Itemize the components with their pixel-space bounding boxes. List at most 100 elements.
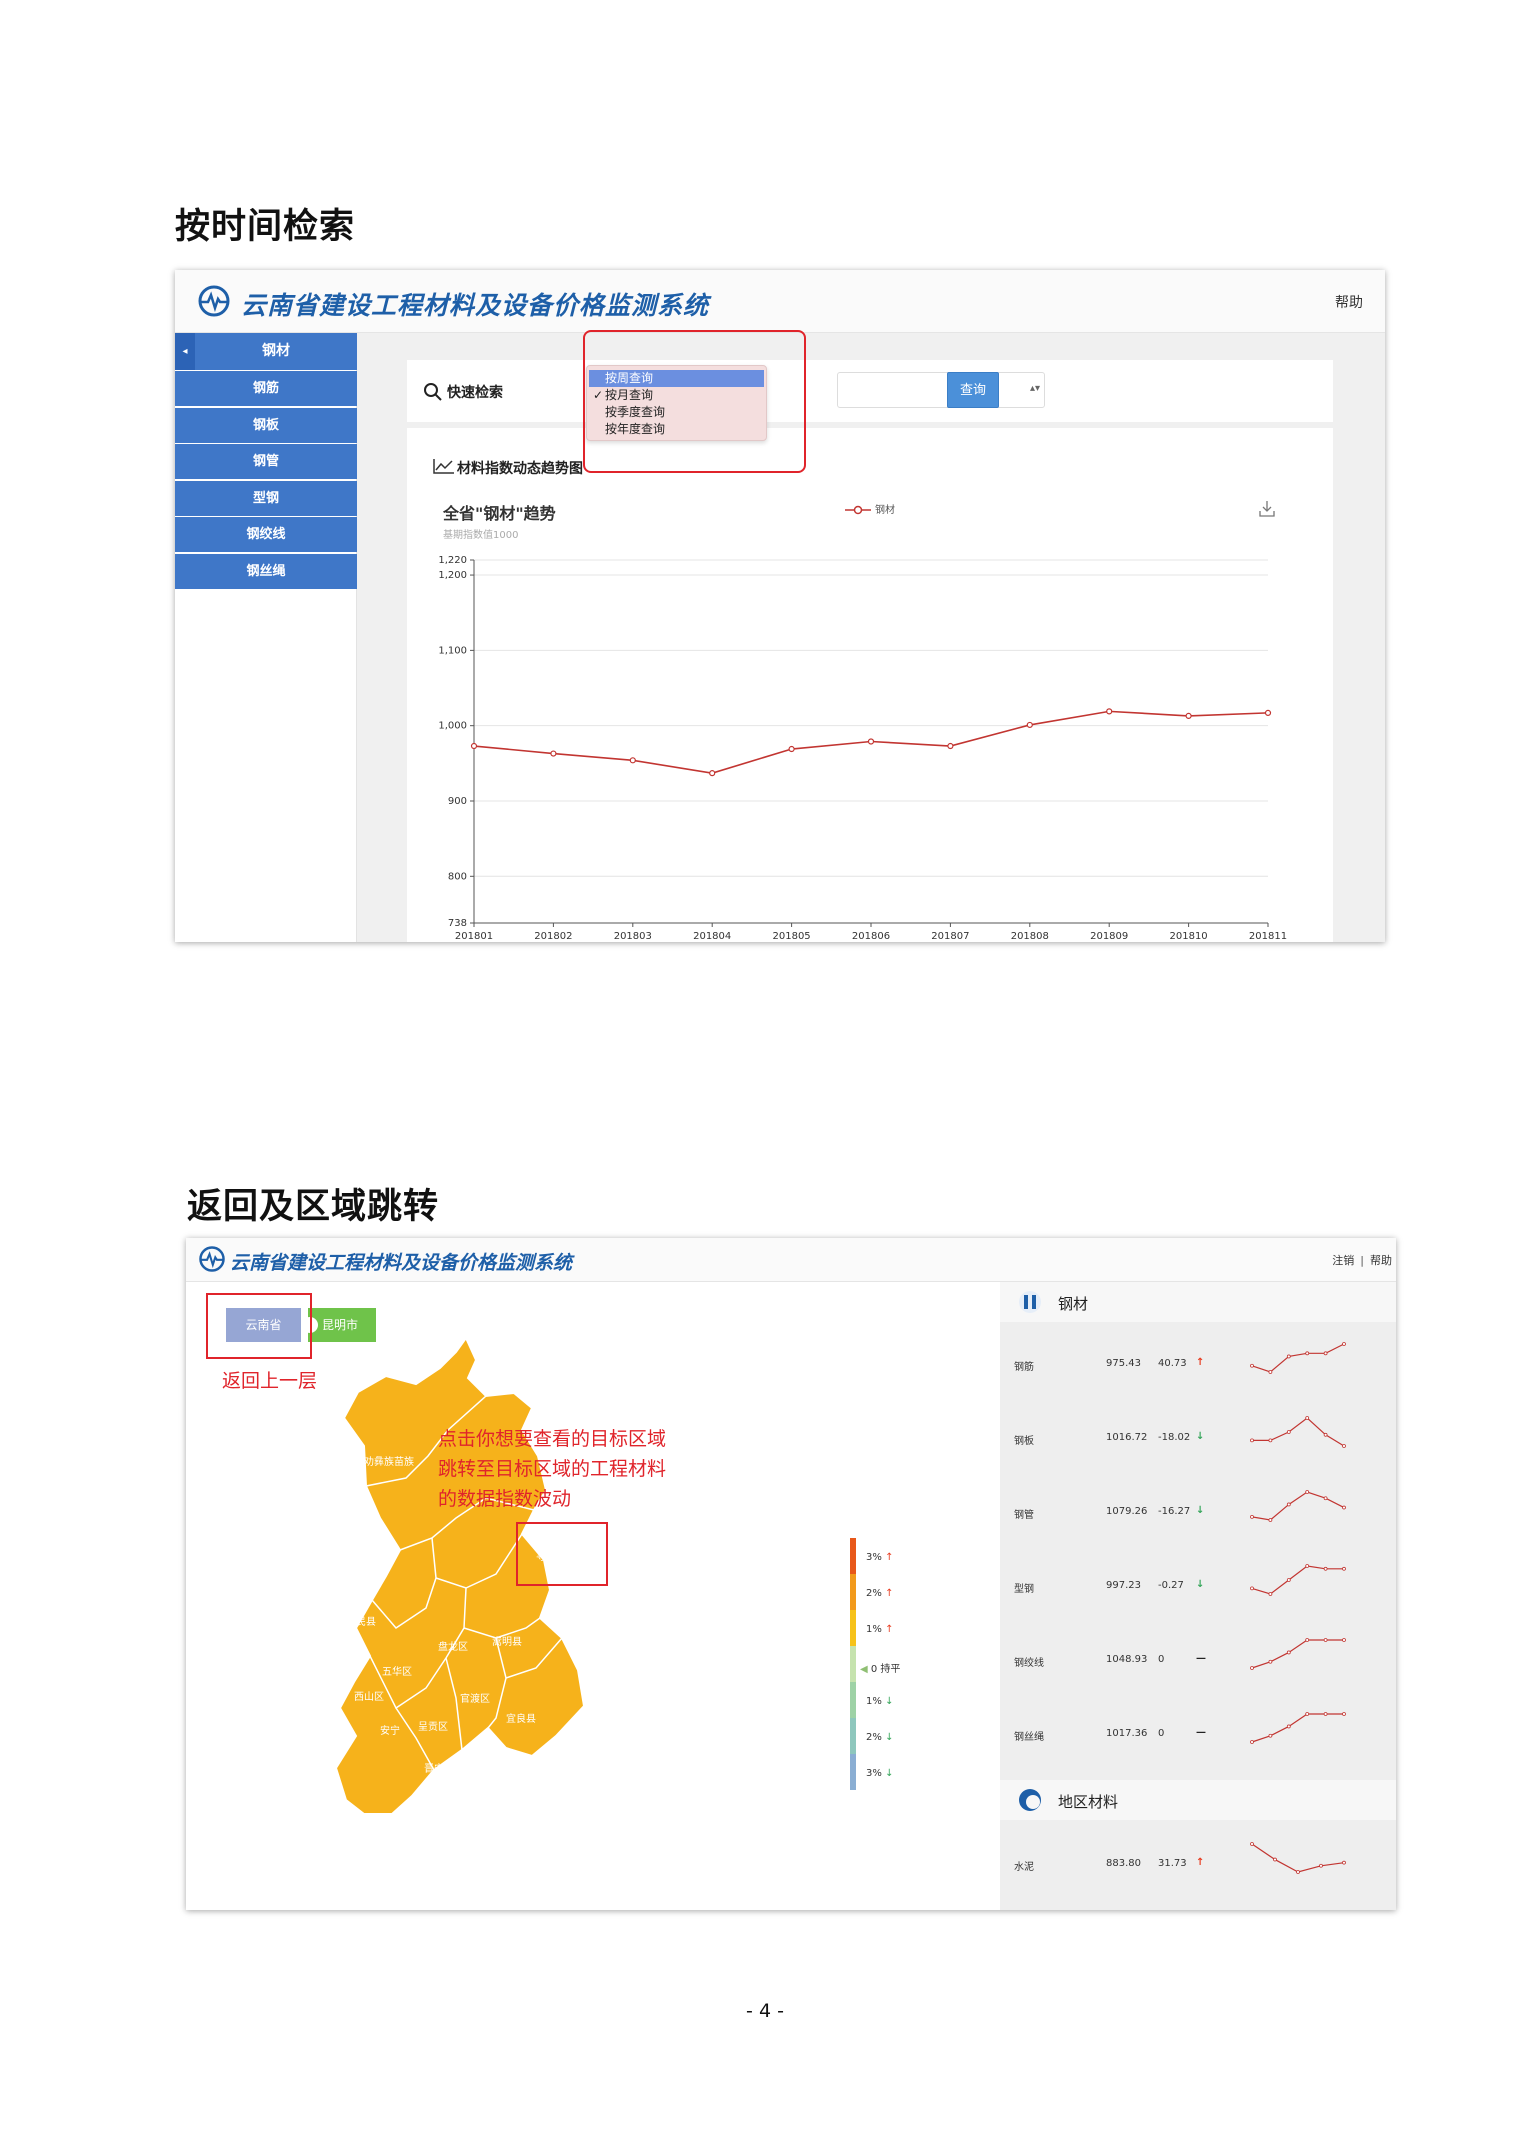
help-link[interactable]: 帮助	[1370, 1254, 1392, 1267]
region-border	[463, 1617, 541, 1639]
sparkline-point	[1286, 1430, 1291, 1434]
screenshot-region-jump: 云南省建设工程材料及设备价格监测系统 注销 | 帮助 云南省 昆明市 返回上一层 禄…	[186, 1238, 1396, 1910]
material-row[interactable]: 钢丝绳 1017.36 0 —	[1000, 1692, 1396, 1765]
sparkline	[1250, 1416, 1346, 1448]
scale-segment	[850, 1754, 856, 1790]
breadcrumb-province[interactable]: 云南省	[226, 1308, 301, 1342]
checkmark-icon: ✓	[593, 388, 604, 402]
sparkline-point	[1250, 1514, 1254, 1519]
region-label[interactable]: 安宁	[380, 1726, 400, 1737]
breadcrumb-city[interactable]: 昆明市	[308, 1308, 376, 1342]
sidebar-item[interactable]: 钢丝绳	[175, 553, 357, 589]
data-point	[788, 745, 795, 753]
trend-chart-card: 材料指数动态趋势图 全省"钢材"趋势 基期指数值1000 钢材 738 800 90…	[407, 428, 1333, 942]
region-label[interactable]: 五华区	[382, 1667, 412, 1678]
material-index-value: 1079.26	[1106, 1506, 1148, 1517]
region-border	[445, 1657, 463, 1751]
region-label[interactable]: 寻甸彝族	[536, 1552, 576, 1563]
material-change: -18.02	[1158, 1432, 1191, 1443]
sidebar-item[interactable]: 钢绞线	[175, 517, 357, 552]
sparkline-path	[1251, 1843, 1345, 1873]
sidebar-item[interactable]: 钢管	[175, 444, 357, 479]
y-tick-label: 1,200	[438, 570, 467, 581]
sparkline-point	[1273, 1857, 1277, 1862]
y-tick-label: 738	[448, 918, 467, 929]
sparkline-point	[1323, 1432, 1328, 1437]
scale-segment	[850, 1610, 856, 1646]
y-tick-label: 800	[448, 871, 467, 882]
region-label[interactable]: 富民县	[346, 1617, 376, 1628]
material-row[interactable]: 钢绞线 1048.93 0 —	[1000, 1618, 1396, 1691]
x-tick-label: 201808	[1011, 931, 1049, 942]
pulse-logo-icon	[198, 285, 230, 317]
line-chart-icon	[433, 459, 454, 474]
dropdown-option-year[interactable]: 按年度查询	[605, 422, 666, 436]
sparkline-point	[1305, 1638, 1310, 1642]
scale-label: 1% ↓	[866, 1696, 894, 1707]
panel-title-steel: 钢材	[1058, 1295, 1089, 1313]
kunming-region-map[interactable]	[336, 1338, 686, 1838]
sidebar-item[interactable]: 钢筋	[175, 371, 357, 406]
sparkline-point	[1323, 1712, 1328, 1716]
download-icon[interactable]	[1259, 500, 1275, 518]
dropdown-option-quarter[interactable]: 按季度查询	[605, 405, 666, 419]
app-header: 云南省建设工程材料及设备价格监测系统 帮助	[175, 270, 1385, 333]
material-index-value: 1048.93	[1106, 1654, 1148, 1665]
region-label[interactable]: 官渡区	[460, 1694, 490, 1705]
dropdown-option-week[interactable]: 按周查询	[589, 370, 764, 387]
material-name: 钢筋	[1014, 1362, 1034, 1373]
quick-search-card: 快速检索 ▴▾ 查询	[407, 360, 1333, 422]
material-index-value: 997.23	[1106, 1580, 1141, 1591]
app-title: 云南省建设工程材料及设备价格监测系统	[241, 291, 710, 320]
chart-section-label: 材料指数动态趋势图	[457, 461, 583, 477]
sidebar-item[interactable]: 型钢	[175, 480, 357, 516]
chart-legend[interactable]: 钢材	[845, 501, 895, 516]
collapse-arrow-icon[interactable]: ◂	[175, 333, 195, 370]
data-point	[867, 738, 875, 745]
header-links: 注销 | 帮助	[1332, 1252, 1392, 1268]
region-label[interactable]: 盘龙区	[438, 1642, 468, 1653]
x-tick-label: 201801	[455, 931, 493, 942]
sparkline-point	[1286, 1578, 1291, 1582]
logout-link[interactable]: 注销	[1332, 1254, 1355, 1267]
help-link[interactable]: 帮助	[1335, 295, 1363, 311]
period-dropdown: 按周查询 ✓ 按月查询 按季度查询 按年度查询	[586, 365, 767, 441]
sidebar-list: 钢筋 钢板 钢管 型钢 钢绞线 钢丝绳	[175, 371, 357, 590]
period-select[interactable]: ▴▾	[837, 372, 1045, 408]
sparkline-point	[1268, 1592, 1273, 1596]
sparkline-point	[1250, 1740, 1254, 1744]
x-tick-label: 201810	[1170, 931, 1208, 942]
region-label[interactable]: 西山区	[354, 1692, 384, 1703]
sidebar-header[interactable]: ◂ 钢材	[175, 333, 357, 370]
material-row[interactable]: 钢管 1079.26 -16.27 ↓	[1000, 1470, 1396, 1543]
material-row[interactable]: 水泥 883.80 31.73 ↑	[1000, 1822, 1396, 1895]
sparkline-point	[1268, 1438, 1273, 1443]
sparkline-point	[1342, 1505, 1346, 1510]
select-updown-icon: ▴▾	[1029, 383, 1040, 394]
region-label[interactable]: 呈贡区	[418, 1722, 448, 1733]
x-tick-label: 201811	[1249, 931, 1287, 942]
page-number: - 4 -	[746, 2000, 784, 2022]
query-button[interactable]: 查询	[947, 372, 999, 408]
sparkline-point	[1342, 1638, 1346, 1642]
x-tick-label: 201805	[773, 931, 811, 942]
region-label[interactable]: 石林彝族	[554, 1777, 594, 1788]
material-row[interactable]: 型钢 997.23 -0.27 ↓	[1000, 1544, 1396, 1617]
map-annotation: 点击你想要查看的目标区域跳转至目标区域的工程材料的数据指数波动	[438, 1428, 667, 1510]
region-label[interactable]: 宜良县	[506, 1714, 536, 1725]
region-label[interactable]: 晋宁区	[424, 1764, 454, 1775]
scale-segment	[850, 1538, 856, 1574]
region-label[interactable]: 嵩明县	[492, 1637, 522, 1648]
region-label[interactable]: 禄劝彝族苗族	[354, 1457, 414, 1468]
trend-flat-icon: —	[1196, 1653, 1206, 1664]
data-point	[1106, 708, 1113, 715]
material-row[interactable]: 钢板 1016.72 -18.02 ↓	[1000, 1396, 1396, 1469]
material-name: 型钢	[1014, 1584, 1034, 1595]
x-tick-label: 201802	[534, 931, 572, 942]
map-outline[interactable]	[336, 1338, 586, 1815]
material-name: 钢绞线	[1014, 1658, 1044, 1669]
dropdown-option-month[interactable]: ✓ 按月查询	[593, 388, 654, 402]
material-row[interactable]: 钢筋 975.43 40.73 ↑	[1000, 1322, 1396, 1395]
sidebar-item[interactable]: 钢板	[175, 407, 357, 443]
steel-category-icon	[1019, 1291, 1041, 1313]
